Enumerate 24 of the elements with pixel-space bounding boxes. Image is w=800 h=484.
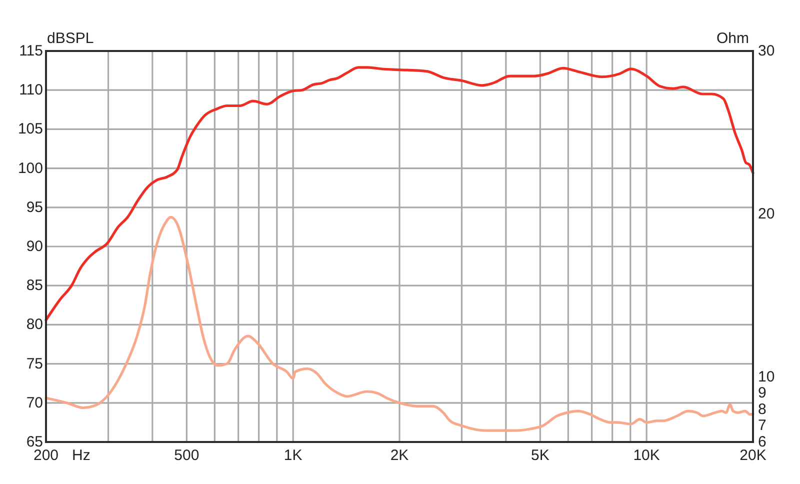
y2-tick-label: 20: [758, 205, 775, 222]
y-tick-label: 75: [26, 355, 43, 372]
x-axis-title: Hz: [72, 447, 90, 464]
y-tick-label: 95: [26, 198, 43, 216]
y2-tick-label: 7: [758, 417, 766, 434]
y2-tick-label: 8: [758, 400, 766, 418]
x-tick-label: 5K: [530, 447, 550, 464]
y-tick-label: 80: [26, 316, 43, 334]
x-tick-label: 10K: [633, 447, 660, 464]
x-tick-label: 1K: [284, 447, 302, 464]
y-tick-label: 100: [18, 160, 43, 177]
x-tick-label: 500: [174, 447, 200, 464]
y-tick-label: 90: [26, 238, 43, 255]
x-tick-label: 2K: [390, 447, 409, 464]
y2-tick-label: 30: [758, 42, 775, 60]
y-axis-title: dBSPL: [47, 30, 94, 47]
y2-tick-label: 10: [758, 368, 775, 386]
y-tick-label: 115: [19, 42, 43, 60]
y-tick-label: 105: [18, 120, 43, 138]
y-tick-label: 85: [26, 277, 43, 294]
y-tick-label: 70: [26, 394, 43, 412]
y2-axis-title: Ohm: [716, 30, 749, 47]
y2-tick-label: 9: [758, 384, 766, 402]
y-tick-label: 110: [19, 82, 43, 99]
